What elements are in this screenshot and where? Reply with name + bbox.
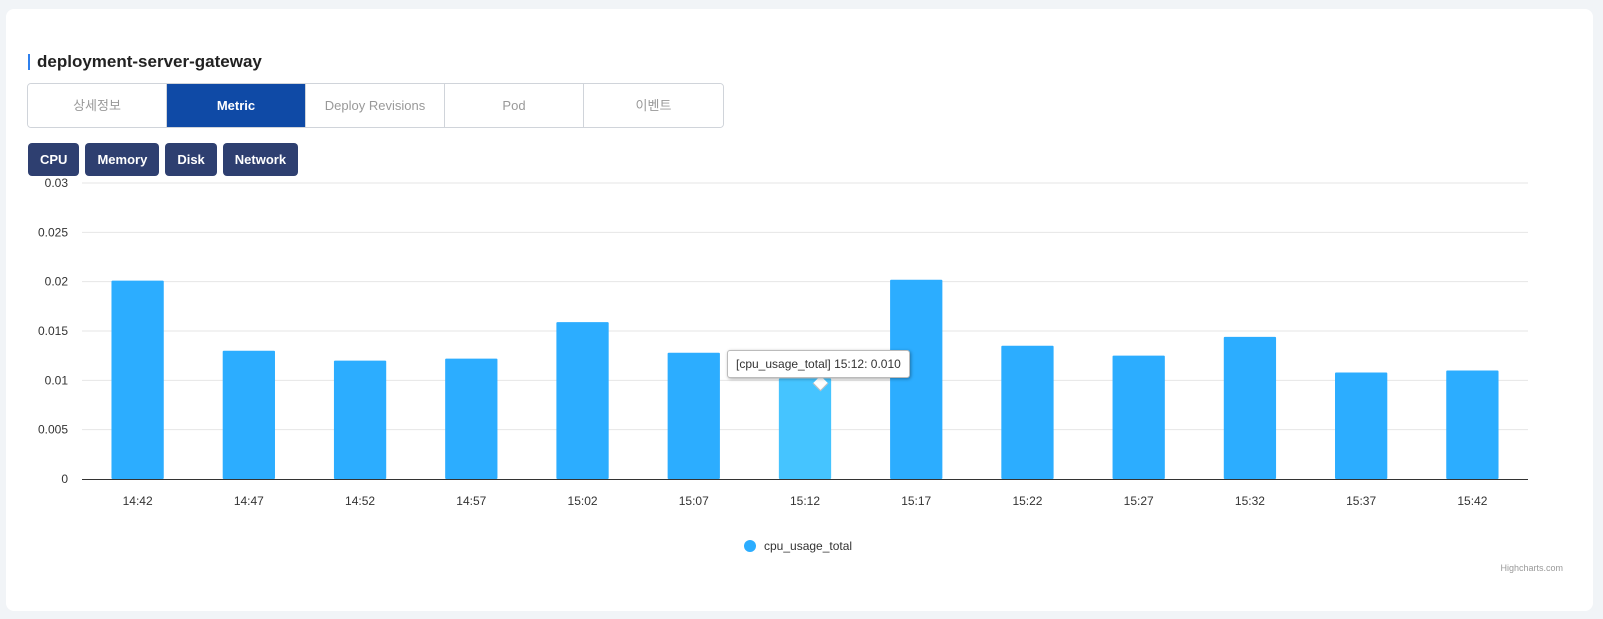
x-tick-label: 15:32 xyxy=(1235,494,1265,508)
chart-credits[interactable]: Highcharts.com xyxy=(1500,563,1563,573)
tab-events[interactable]: 이벤트 xyxy=(584,84,723,127)
x-tick-label: 15:37 xyxy=(1346,494,1376,508)
x-tick-label: 15:12 xyxy=(790,494,820,508)
legend-label: cpu_usage_total xyxy=(764,539,853,553)
bar xyxy=(556,322,609,479)
bar xyxy=(1335,372,1388,479)
x-tick-label: 15:07 xyxy=(679,494,709,508)
x-tick-label: 15:02 xyxy=(568,494,598,508)
x-tick-label: 15:17 xyxy=(901,494,931,508)
tab-deploy-revisions[interactable]: Deploy Revisions xyxy=(306,84,445,127)
disk-button[interactable]: Disk xyxy=(165,143,217,176)
tab-bar: 상세정보 Metric Deploy Revisions Pod 이벤트 xyxy=(27,83,724,128)
bar xyxy=(445,358,498,479)
tab-pod[interactable]: Pod xyxy=(445,84,584,127)
bar xyxy=(1223,336,1277,479)
bar xyxy=(111,280,164,479)
memory-button[interactable]: Memory xyxy=(85,143,160,176)
y-tick-label: 0 xyxy=(61,472,68,486)
x-tick-label: 14:42 xyxy=(123,494,153,508)
cpu-button[interactable]: CPU xyxy=(28,143,80,176)
metric-button-group: CPU Memory Disk Network xyxy=(28,143,299,176)
legend-marker xyxy=(744,540,756,552)
bar xyxy=(1001,345,1054,479)
bar xyxy=(667,352,720,479)
x-tick-label: 14:57 xyxy=(456,494,486,508)
y-tick-label: 0.01 xyxy=(45,373,69,387)
y-tick-label: 0.025 xyxy=(38,225,68,239)
y-tick-label: 0.015 xyxy=(38,324,68,338)
x-tick-label: 14:47 xyxy=(234,494,264,508)
y-tick-label: 0.03 xyxy=(45,176,69,190)
bar xyxy=(1446,370,1499,479)
x-tick-label: 15:22 xyxy=(1012,494,1042,508)
bar xyxy=(890,279,943,479)
page-title: deployment-server-gateway xyxy=(28,50,262,74)
bar xyxy=(1112,355,1165,479)
x-tick-label: 15:27 xyxy=(1124,494,1154,508)
chart-tooltip: [cpu_usage_total] 15:12: 0.010 xyxy=(727,350,910,378)
tab-details[interactable]: 상세정보 xyxy=(28,84,167,127)
title-accent-bar xyxy=(28,54,30,70)
tab-metric[interactable]: Metric xyxy=(167,84,306,127)
page-title-text: deployment-server-gateway xyxy=(37,52,262,71)
x-tick-label: 15:42 xyxy=(1457,494,1487,508)
y-tick-label: 0.005 xyxy=(38,423,68,437)
bar xyxy=(222,350,275,479)
chart-legend[interactable]: cpu_usage_total xyxy=(744,539,852,553)
bar xyxy=(333,360,387,479)
x-tick-label: 14:52 xyxy=(345,494,375,508)
bar xyxy=(778,378,832,479)
y-tick-label: 0.02 xyxy=(45,275,69,289)
network-button[interactable]: Network xyxy=(222,143,299,176)
